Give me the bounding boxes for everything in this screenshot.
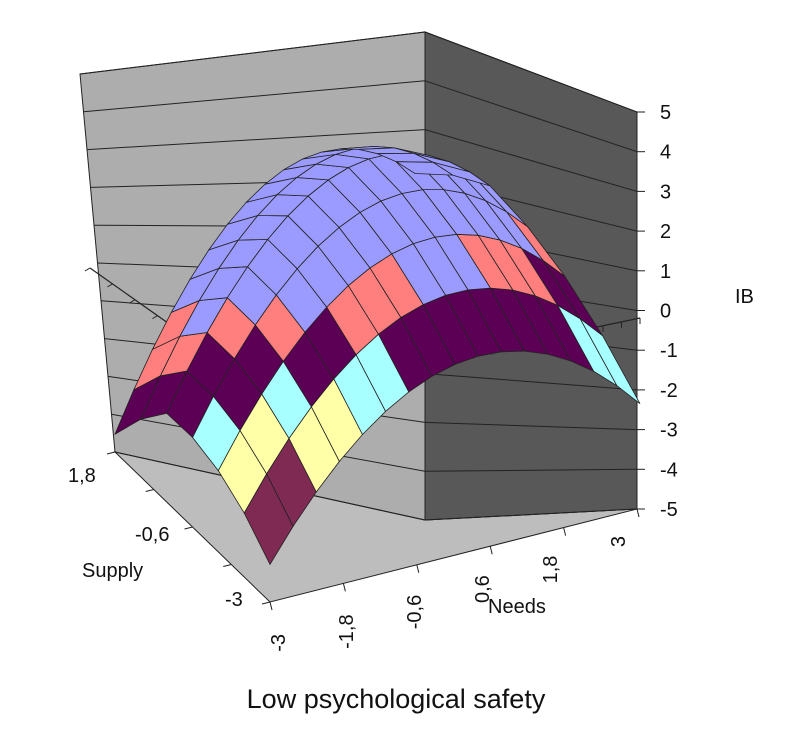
side-gridline — [424, 421, 638, 431]
side-gridline — [424, 508, 638, 521]
supply-tick-label: -0,6 — [135, 524, 169, 546]
z-tick-label: 1 — [660, 261, 671, 283]
z-tick-label: 0 — [660, 301, 671, 323]
surface-plot — [114, 145, 641, 566]
supply-zero-tick — [129, 299, 136, 304]
needs-tick — [269, 601, 273, 611]
side-gridline — [424, 31, 638, 113]
supply-tick — [261, 601, 271, 605]
z-tick-label: 3 — [660, 181, 671, 203]
z-tick-label: 5 — [660, 102, 671, 124]
needs-tick-label: 1,8 — [540, 556, 562, 584]
needs-tick-label: -1,8 — [336, 614, 358, 648]
supply-zero-tick — [84, 267, 91, 272]
z-axis-title: IB — [735, 286, 754, 308]
z-tick-label: 4 — [660, 142, 671, 164]
axis-labels: 5 4 3 2 1 0 -1 -2 -3 -4 -5 IB 1,8 -0,6 -3 Supply -3 -1,8 -… — [68, 102, 754, 652]
supply-tick-label: 1,8 — [68, 465, 96, 487]
supply-tick-label: -3 — [225, 589, 243, 611]
z-tick-label: -3 — [660, 420, 678, 442]
supply-zero-tick — [152, 315, 158, 320]
supply-tick — [145, 489, 154, 492]
needs-tick — [636, 508, 640, 518]
supply-tick — [106, 451, 116, 455]
z-tick-label: -4 — [660, 459, 678, 481]
z-tick-label: -2 — [660, 380, 678, 402]
needs-tick — [563, 527, 567, 536]
needs-tick-label: -3 — [268, 634, 290, 652]
supply-axis-title: Supply — [82, 560, 143, 582]
needs-tick — [489, 546, 493, 555]
back-gridline — [83, 80, 426, 113]
z-tick-label: -5 — [660, 499, 678, 521]
side-gridline — [424, 129, 638, 192]
supply-tick — [184, 526, 193, 530]
surface-patch — [394, 161, 454, 176]
chart-caption: Low psychological safety — [246, 684, 546, 714]
needs-axis-title: Needs — [488, 596, 546, 618]
needs-tick-label: 3 — [608, 536, 630, 547]
side-gridline — [424, 80, 638, 153]
z-tick-label: -1 — [660, 340, 678, 362]
needs-tick-label: 0,6 — [472, 575, 494, 603]
side-gridline — [424, 468, 638, 472]
back-gridline — [79, 31, 426, 75]
needs-tick — [342, 583, 346, 592]
needs-tick — [416, 564, 420, 573]
supply-zero-tick — [107, 283, 113, 288]
supply-tick — [223, 564, 232, 567]
back-gridline — [86, 129, 426, 151]
side-gridline — [424, 373, 638, 391]
z-tick-label: 2 — [660, 221, 671, 243]
needs-tick-label: -0,6 — [404, 595, 426, 629]
